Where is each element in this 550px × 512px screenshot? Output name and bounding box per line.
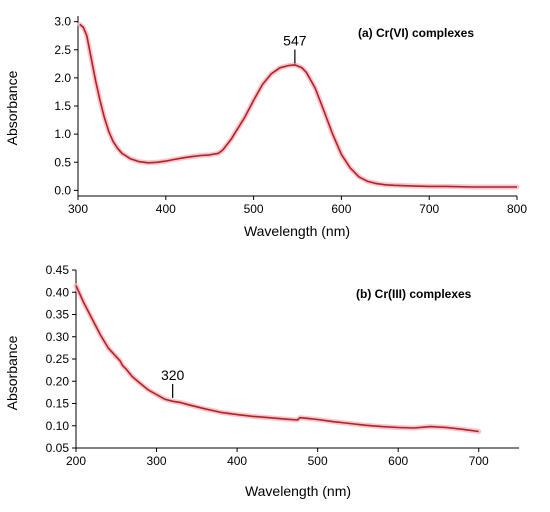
panel-b-y-tick-label: 0.30 <box>46 330 70 344</box>
panel-a-x-tick-label: 700 <box>419 202 439 216</box>
panel-a-x-tick-label: 600 <box>331 202 351 216</box>
panel-b-y-axis-label: Absorbance <box>4 335 20 410</box>
panel-a-x-tick-label: 500 <box>244 202 264 216</box>
panel-b-title: (b) Cr(III) complexes <box>356 287 472 301</box>
panel-b-x-tick-label: 500 <box>308 454 328 468</box>
panel-a-y-tick-label: 2.5 <box>54 43 71 57</box>
panel-a-y-tick-label: 0.5 <box>54 155 71 169</box>
panel-b-x-tick-label: 600 <box>388 454 408 468</box>
panel-b-series-glow <box>73 283 482 434</box>
panel-a-x-tick-label: 300 <box>68 202 88 216</box>
panel-b-y-tick-label: 0.05 <box>46 441 70 455</box>
panel-a-x-tick-label: 800 <box>507 202 527 216</box>
panel-a-chart: (a) Cr(VI) complexes Absorbance Waveleng… <box>4 15 527 239</box>
panel-a-x-axis-label: Wavelength (nm) <box>244 223 350 239</box>
panel-b-x-tick-label: 200 <box>66 454 86 468</box>
panel-a-x-tick-label: 400 <box>156 202 176 216</box>
panel-a-y-tick-label: 1.0 <box>54 127 71 141</box>
panel-b-y-tick-label: 0.40 <box>46 285 70 299</box>
panel-b-x-axis-label: Wavelength (nm) <box>245 483 351 499</box>
panel-b-peak-label: 320 <box>161 367 185 383</box>
panel-b-x-tick-label: 700 <box>469 454 489 468</box>
panel-b-y-tick-label: 0.25 <box>46 352 70 366</box>
panel-a-y-axis-label: Absorbance <box>4 70 20 145</box>
panel-b-y-tick-label: 0.35 <box>46 308 70 322</box>
panel-a-series-line <box>79 23 517 188</box>
panel-a-y-tick-label: 3.0 <box>54 15 71 29</box>
panel-b-y-tick-label: 0.20 <box>46 374 70 388</box>
panel-a-peak-label: 547 <box>283 33 307 49</box>
panel-b-y-tick-label: 0.15 <box>46 397 70 411</box>
panel-b-series-line <box>75 285 479 433</box>
panel-a-y-tick-label: 2.0 <box>54 71 71 85</box>
panel-b-chart: (b) Cr(III) complexes Absorbance Wavelen… <box>4 263 519 499</box>
panel-a-title: (a) Cr(VI) complexes <box>358 26 474 40</box>
panel-b-x-tick-label: 300 <box>147 454 167 468</box>
panel-b-y-tick-label: 0.45 <box>46 263 70 277</box>
panel-b-x-tick-label: 400 <box>227 454 247 468</box>
panel-b-y-tick-label: 0.10 <box>46 419 70 433</box>
panel-a-y-tick-label: 1.5 <box>54 99 71 113</box>
panel-a-y-tick-label: 0.0 <box>54 183 71 197</box>
